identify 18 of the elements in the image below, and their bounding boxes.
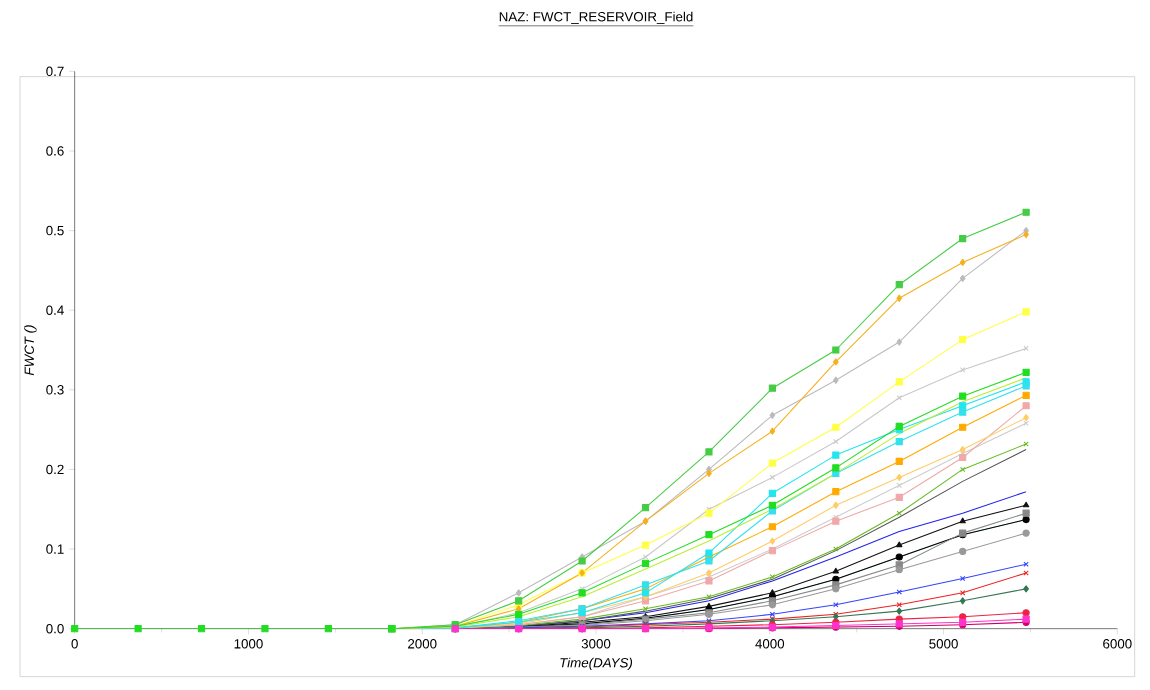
y-tick-label: 0.4 <box>46 305 64 315</box>
x-axis-title: Time(DAYS) <box>560 657 633 671</box>
y-tick-label: 0.7 <box>46 66 64 77</box>
x-tick-label: 5000 <box>929 639 958 649</box>
x-tick-label: 2000 <box>408 639 437 649</box>
x-tick-label: 3000 <box>581 639 611 649</box>
x-tick-label: 6000 <box>1103 639 1132 649</box>
y-tick-label: 0.6 <box>46 146 64 156</box>
y-tick-label: 0.0 <box>46 623 64 634</box>
y-tick-label: 0.3 <box>46 385 64 395</box>
x-tick-label: 1000 <box>234 639 263 649</box>
y-tick-label: 0.2 <box>46 464 64 475</box>
x-tick-label: 4000 <box>755 639 785 649</box>
chart-title: NAZ: FWCT_RESERVOIR_Field <box>499 11 693 24</box>
x-tick-label: 0 <box>71 639 78 649</box>
y-axis-title: FWCT () <box>24 325 37 376</box>
y-tick-label: 0.1 <box>46 544 64 554</box>
y-tick-label: 0.5 <box>46 225 64 236</box>
